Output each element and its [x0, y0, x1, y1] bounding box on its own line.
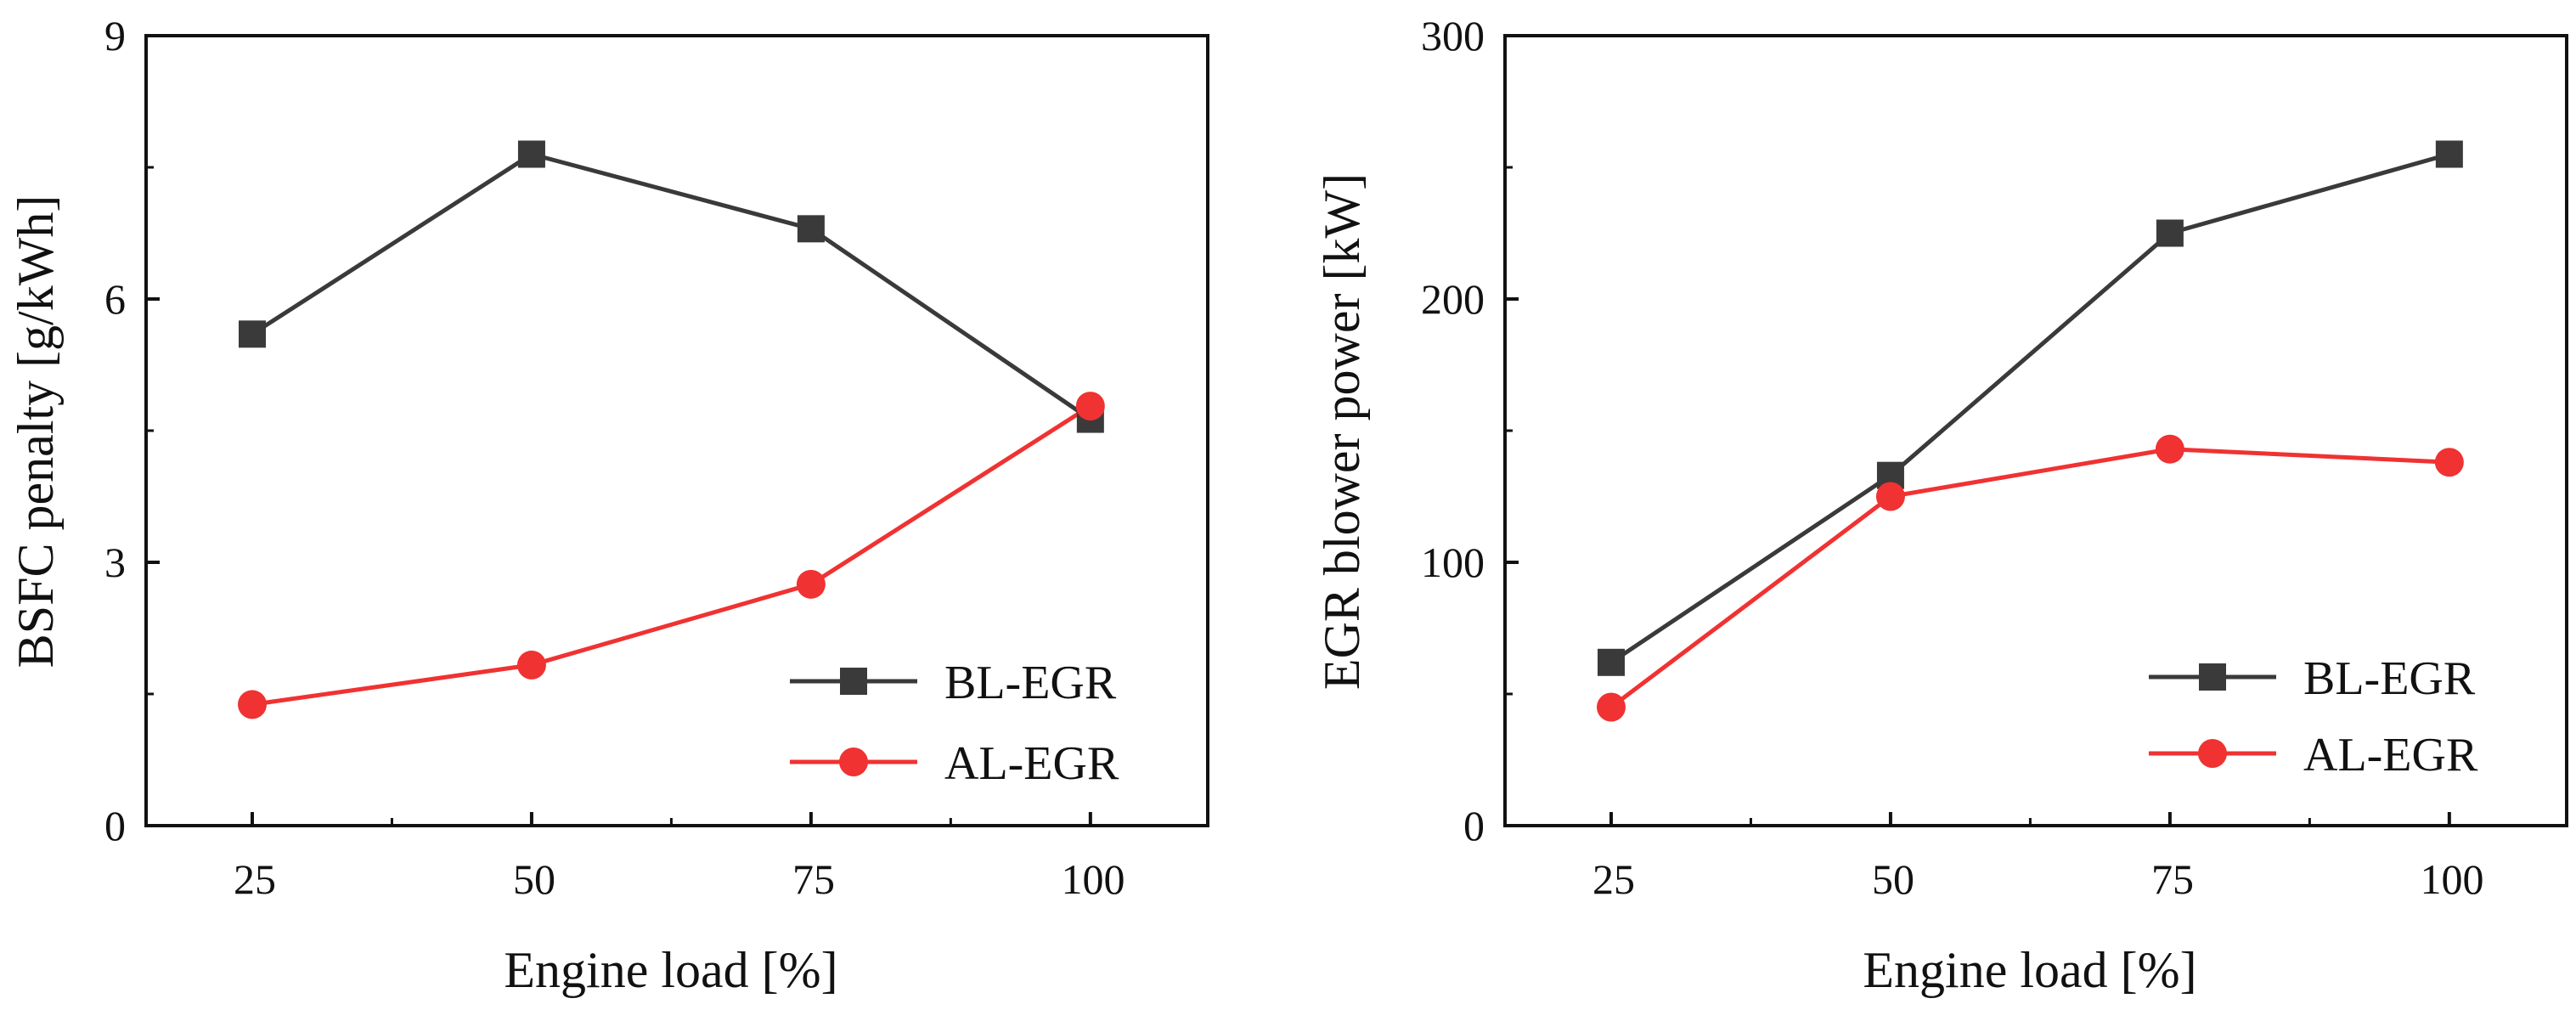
legend: BL-EGR AL-EGR — [2149, 652, 2478, 781]
plot-frame — [1503, 34, 2568, 827]
data-point-al-egr — [238, 690, 267, 719]
y-axis-title: BSFC penalty [g/kWh] — [8, 195, 64, 668]
x-tick-label: 100 — [2421, 855, 2484, 903]
series-layer — [238, 140, 1105, 719]
legend-marker-circle — [839, 747, 868, 776]
x-axis-ticks — [1609, 812, 2451, 826]
data-point-al-egr — [1875, 482, 1905, 511]
legend: BL-EGR AL-EGR — [790, 657, 1119, 790]
x-tick-label: 50 — [1872, 855, 1914, 903]
series-line-al-egr — [251, 403, 1092, 707]
x-tick-label: 25 — [234, 855, 276, 903]
x-tick-label: 100 — [1062, 855, 1125, 903]
x-tick-label: 75 — [792, 855, 835, 903]
x-axis-title: Engine load [%] — [504, 942, 837, 998]
data-point-bl-egr — [239, 320, 266, 348]
data-point-bl-egr — [1598, 648, 1625, 676]
legend-label-bl-egr: BL-EGR — [2303, 652, 2476, 705]
data-point-al-egr — [2434, 448, 2464, 477]
series-line-al-egr — [1609, 447, 2449, 709]
series-line-bl-egr — [251, 152, 1092, 421]
data-point-bl-egr — [517, 140, 545, 168]
y-tick-label: 300 — [1421, 12, 1485, 59]
legend-label-bl-egr: BL-EGR — [944, 657, 1117, 709]
data-point-al-egr — [2155, 434, 2184, 464]
y-tick-label: 200 — [1421, 275, 1485, 323]
y-tick-label: 6 — [104, 275, 126, 323]
legend-marker-square — [840, 668, 867, 695]
chart-bsfc-penalty: 25 50 75 100 0 3 6 9 Engine load [%] BSF… — [8, 12, 1209, 998]
series-layer — [1597, 140, 2464, 722]
data-point-al-egr — [1075, 392, 1105, 421]
data-point-bl-egr — [2156, 219, 2184, 247]
data-point-bl-egr — [797, 215, 825, 243]
y-axis-ticks — [146, 34, 160, 827]
y-tick-label: 0 — [1463, 802, 1485, 849]
x-tick-label: 75 — [2151, 855, 2194, 903]
data-point-bl-egr — [2435, 140, 2463, 168]
series-line-bl-egr — [1609, 152, 2450, 664]
y-tick-label: 0 — [104, 802, 126, 849]
data-point-al-egr — [1597, 692, 1626, 722]
x-tick-label: 25 — [1592, 855, 1635, 903]
x-tick-label: 50 — [513, 855, 555, 903]
legend-label-al-egr: AL-EGR — [2303, 729, 2478, 781]
y-tick-label: 9 — [104, 12, 126, 59]
chart-egr-blower-power: 25 50 75 100 0 100 200 300 Engine load [… — [1314, 12, 2568, 998]
y-axis-ticks — [1505, 34, 1519, 827]
legend-marker-circle — [2198, 739, 2227, 768]
legend-label-al-egr: AL-EGR — [944, 737, 1119, 790]
y-axis-title: EGR blower power [kW] — [1314, 173, 1370, 690]
data-point-al-egr — [796, 569, 826, 599]
x-axis-title: Engine load [%] — [1863, 942, 2196, 998]
y-tick-label: 3 — [104, 539, 126, 586]
y-tick-label: 100 — [1421, 539, 1485, 586]
legend-marker-square — [2199, 663, 2226, 691]
data-point-al-egr — [516, 650, 546, 680]
x-axis-ticks — [251, 812, 1092, 826]
